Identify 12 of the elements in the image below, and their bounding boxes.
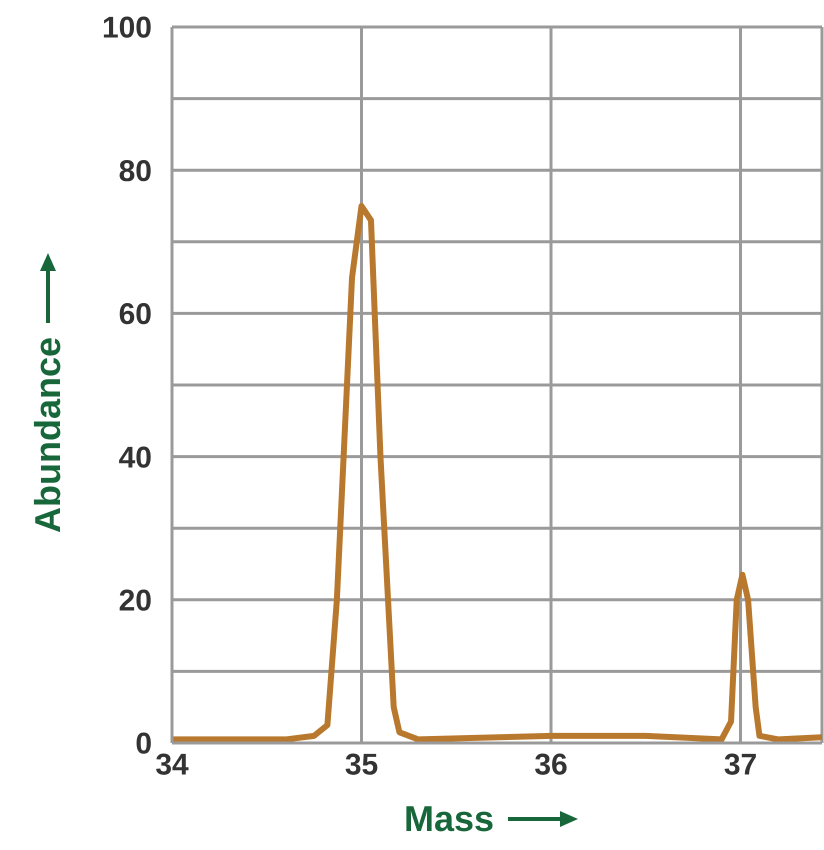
x-tick-label: 37 [724,748,758,782]
x-tick-label: 36 [534,748,568,782]
y-tick-label: 20 [118,584,152,618]
x-tick-label: 35 [344,748,378,782]
y-tick-label: 60 [118,298,152,332]
y-tick-label: 80 [118,154,152,188]
x-tick-label: 34 [155,748,189,782]
y-tick-label: 40 [118,441,152,474]
y-axis-title: Abundance [27,336,69,534]
x-axis-title: Mass [404,798,494,840]
y-tick-label: 0 [135,728,152,761]
y-tick-label: 100 [102,12,152,45]
